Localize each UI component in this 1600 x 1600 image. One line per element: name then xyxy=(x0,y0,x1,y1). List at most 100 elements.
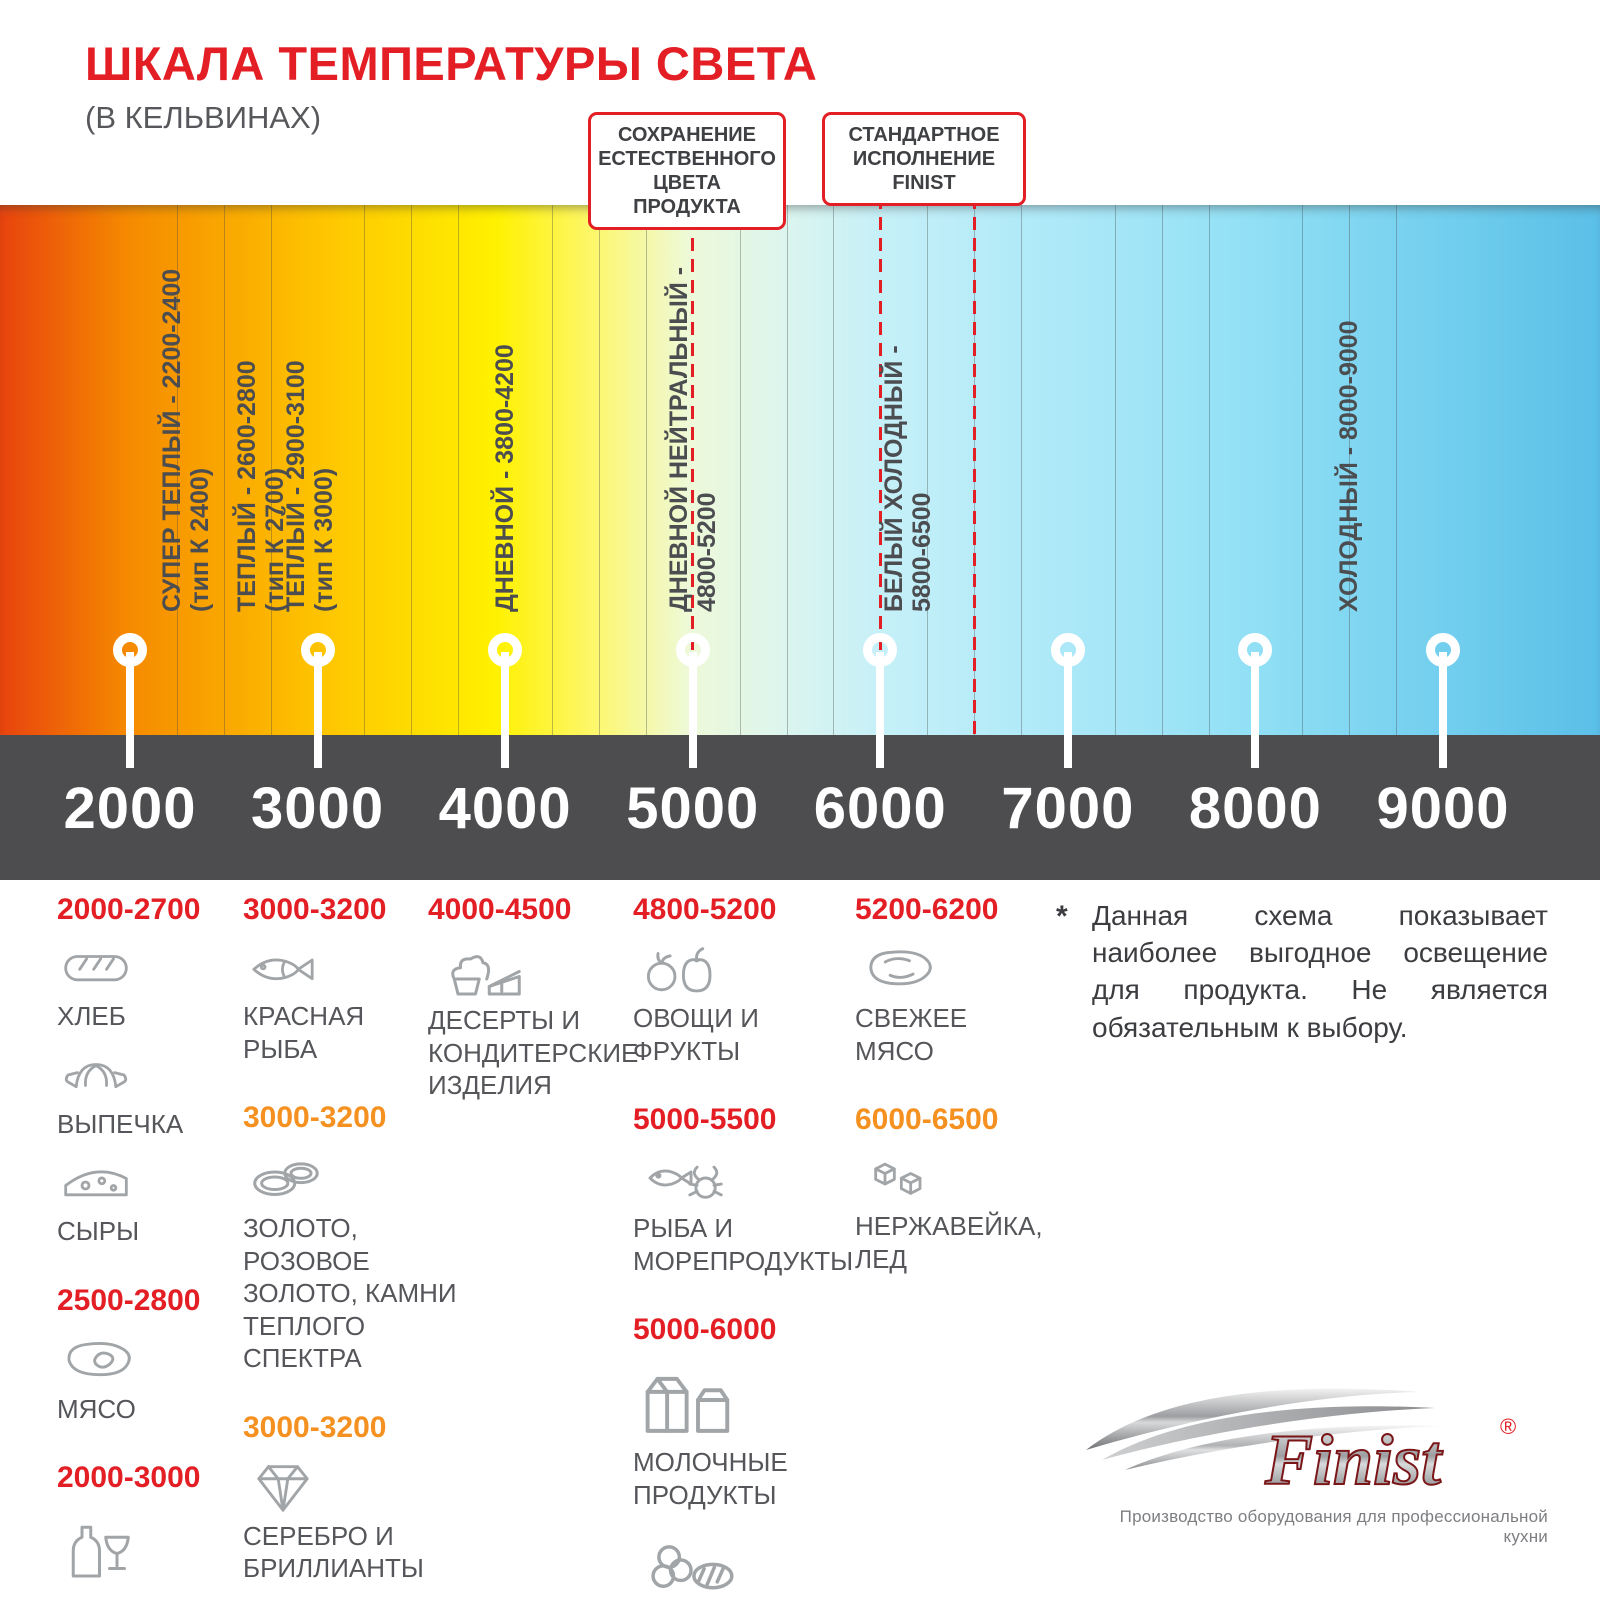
food-column-1: 2000-2700 ХЛЕБ ВЫПЕЧКА СЫРЫ 2500-2800 МЯ… xyxy=(57,893,239,1600)
food-column-2: 3000-3200 КРАСНАЯ РЫБА 3000-3200 ЗОЛОТО,… xyxy=(243,893,481,1599)
food-item-label: ХЛЕБ xyxy=(57,1001,126,1031)
band-label-super-warm: СУПЕР ТЕПЛЫЙ - 2200-2400 (тип К 2400) xyxy=(158,252,214,612)
callout-line: СТАНДАРТНОЕ xyxy=(848,124,1000,146)
band-label-text: ТЕПЛЫЙ - 2900-3100 xyxy=(282,360,310,612)
food-item: ВЫПЕЧКА xyxy=(57,1047,239,1141)
footnote: * Данная схема показывает наиболее выгод… xyxy=(1056,897,1548,1046)
food-group: 5000-5500 РЫБА И МОРЕПРОДУКТЫ xyxy=(633,1103,905,1277)
callout-finist-standard: СТАНДАРТНОЕ ИСПОЛНЕНИЕ FINIST xyxy=(822,112,1026,206)
food-group: 2000-3000 АКОГОЛЬ xyxy=(57,1461,239,1600)
diamond-icon xyxy=(257,1464,309,1512)
food-item: СВЕЖЕЕ МЯСО xyxy=(855,939,1063,1067)
callout-line: СОХРАНЕНИЕ xyxy=(617,124,757,146)
food-item-label: ВЫПЕЧКА xyxy=(57,1108,184,1139)
food-group: 3000-3200 КРАСНАЯ РЫБА xyxy=(243,893,481,1065)
food-item: СЕРЕБРО И БРИЛЛИАНТЫ xyxy=(243,1457,481,1585)
logo-tagline: Производство оборудования для профессион… xyxy=(1119,1507,1548,1546)
band-label-text: ДНЕВНОЙ - 3800-4200 xyxy=(491,344,519,612)
frozen-food-icon xyxy=(651,1545,734,1590)
band-label-text: СУПЕР ТЕПЛЫЙ - 2200-2400 xyxy=(158,268,186,612)
food-column-5: 5200-6200 СВЕЖЕЕ МЯСО 6000-6500 НЕРЖАВЕЙ… xyxy=(855,893,1063,1289)
kelvin-axis-bar xyxy=(0,735,1600,880)
dessert-icon xyxy=(451,955,521,996)
food-item-label: ДЕСЕРТЫ И КОНДИТЕРСКИЕ ИЗДЕЛИЯ xyxy=(428,1005,639,1100)
food-group: 3000-3200 ЗОЛОТО, РОЗОВОЕ ЗОЛОТО, КАМНИ … xyxy=(243,1101,481,1375)
food-item: КРАСНАЯ РЫБА xyxy=(243,939,481,1065)
footnote-asterisk: * xyxy=(1056,900,1068,933)
fish-icon xyxy=(252,958,314,981)
page-title: ШКАЛА ТЕМПЕРАТУРЫ СВЕТА xyxy=(85,37,818,90)
food-item-label: МЯСО xyxy=(57,1393,136,1424)
food-item-label: СЕРЕБРО И БРИЛЛИАНТЫ xyxy=(243,1520,424,1584)
food-group: 5200-6200 СВЕЖЕЕ МЯСО xyxy=(855,893,1063,1067)
food-item-label: ЗОЛОТО, РОЗОВОЕ ЗОЛОТО, КАМНИ ТЕПЛОГО СП… xyxy=(243,1213,457,1373)
band-label-cool-white: БЕЛЫЙ ХОЛОДНЫЙ - 5800-6500 xyxy=(880,326,936,612)
food-item: РЫБА И МОРЕПРОДУКТЫ xyxy=(633,1149,905,1277)
croissant-icon xyxy=(64,1062,128,1088)
bread-icon xyxy=(64,955,128,982)
food-item: ЗАМОРОЖЕННЫЕ ПОЛУФАБРИКАТЫ xyxy=(633,1525,905,1600)
kelvin-gradient-band xyxy=(0,205,1600,735)
food-item: МОЛОЧНЫЕ ПРОДУКТЫ xyxy=(633,1359,905,1511)
range-label: 4800-5200 xyxy=(633,893,777,926)
registered-mark: ® xyxy=(1500,1414,1516,1439)
food-item: МЯСО xyxy=(57,1330,239,1426)
food-item: ОВОЩИ И ФРУКТЫ xyxy=(633,939,905,1067)
band-label-warm-2700: ТЕПЛЫЙ - 2600-2800 (тип К 2700) xyxy=(233,340,289,612)
band-label-text: ХОЛОДНЫЙ - 8000-9000 xyxy=(1335,320,1363,612)
band-label-text: ДНЕВНОЙ НЕЙТРАЛЬНЫЙ - xyxy=(665,266,693,612)
callout-natural-color: СОХРАНЕНИЕ ЕСТЕСТВЕННОГО ЦВЕТА ПРОДУКТА xyxy=(588,112,786,230)
range-label: 3000-3200 xyxy=(243,893,387,926)
band-label-warm-3000: ТЕПЛЫЙ - 2900-3100 (тип К 3000) xyxy=(282,340,338,612)
page-subtitle: (В КЕЛЬВИНАХ) xyxy=(85,100,322,135)
food-item-label: СВЕЖЕЕ МЯСО xyxy=(855,1003,968,1066)
seafood-icon xyxy=(648,1165,723,1199)
food-group: 4000-4500 ДЕСЕРТЫ И КОНДИТЕРСКИЕ ИЗДЕЛИЯ xyxy=(428,893,639,1102)
food-item-label: МОЛОЧНЫЕ ПРОДУКТЫ xyxy=(633,1447,788,1510)
band-label-daylight: ДНЕВНОЙ - 3800-4200 xyxy=(491,326,519,612)
food-group: 6000-6500 НЕРЖАВЕЙКА, ЛЕД xyxy=(855,1103,1063,1275)
range-label: 5000-5500 xyxy=(633,1103,777,1136)
band-label-text: ТЕПЛЫЙ - 2600-2800 xyxy=(233,360,261,612)
food-item-label: КРАСНАЯ РЫБА xyxy=(243,1001,365,1064)
band-label-sub: (тип К 3000) xyxy=(310,467,338,612)
food-item-label: РЫБА И МОРЕПРОДУКТЫ xyxy=(633,1213,854,1276)
food-group: 4800-5200 ОВОЩИ И ФРУКТЫ xyxy=(633,893,905,1067)
food-item-label: ОВОЩИ И ФРУКТЫ xyxy=(633,1003,759,1066)
food-group: 3000-3200 СЕРЕБРО И БРИЛЛИАНТЫ xyxy=(243,1411,481,1585)
band-label-sub: 5800-6500 xyxy=(908,492,936,612)
food-item-label: СЫРЫ xyxy=(57,1216,140,1246)
range-label: 4000-4500 xyxy=(428,893,572,926)
finist-logo: Finist ® Производство оборудования для п… xyxy=(1080,1372,1548,1547)
band-label-daylight-neutral: ДНЕВНОЙ НЕЙТРАЛЬНЫЙ - 4800-5200 xyxy=(665,246,721,612)
food-item: ДЕСЕРТЫ И КОНДИТЕРСКИЕ ИЗДЕЛИЯ xyxy=(428,939,639,1102)
range-label: 5200-6200 xyxy=(855,893,999,926)
callout-line: ЕСТЕСТВЕННОГО xyxy=(598,148,776,170)
fresh-meat-icon xyxy=(869,950,932,986)
finist-brand-text: Finist xyxy=(1264,1420,1443,1500)
band-label-sub: 4800-5200 xyxy=(693,492,721,612)
food-group: 5000-6000 МОЛОЧНЫЕ ПРОДУКТЫ ЗАМОРОЖЕННЫЕ… xyxy=(633,1313,905,1600)
range-label: 6000-6500 xyxy=(855,1103,999,1136)
range-label: 2500-2800 xyxy=(57,1283,201,1317)
vegetables-icon xyxy=(646,947,712,993)
cheese-icon xyxy=(64,1170,128,1197)
range-label: 5000-6000 xyxy=(633,1313,777,1346)
rings-icon xyxy=(253,1162,319,1196)
food-item: ЗОЛОТО, РОЗОВОЕ ЗОЛОТО, КАМНИ ТЕПЛОГО СП… xyxy=(243,1147,481,1375)
food-item: НЕРЖАВЕЙКА, ЛЕД xyxy=(855,1149,1063,1275)
food-column-3: 4000-4500 ДЕСЕРТЫ И КОНДИТЕРСКИЕ ИЗДЕЛИЯ xyxy=(428,893,639,1116)
band-label-sub: (тип К 2400) xyxy=(186,467,214,612)
food-item: СЫРЫ xyxy=(57,1154,239,1248)
range-label: 2000-3000 xyxy=(57,1461,201,1494)
food-group: 2500-2800 МЯСО xyxy=(57,1284,239,1426)
food-column-4: 4800-5200 ОВОЩИ И ФРУКТЫ 5000-5500 РЫБА … xyxy=(633,893,905,1600)
food-item: АКОГОЛЬ xyxy=(57,1507,239,1600)
dairy-icon xyxy=(645,1376,730,1433)
callout-line: ИСПОЛНЕНИЕ xyxy=(852,148,996,170)
callout-line: FINIST xyxy=(892,172,956,194)
food-item-label: НЕРЖАВЕЙКА, ЛЕД xyxy=(855,1211,1043,1274)
band-label-cold: ХОЛОДНЫЙ - 8000-9000 xyxy=(1335,298,1363,612)
alcohol-icon xyxy=(71,1525,130,1578)
